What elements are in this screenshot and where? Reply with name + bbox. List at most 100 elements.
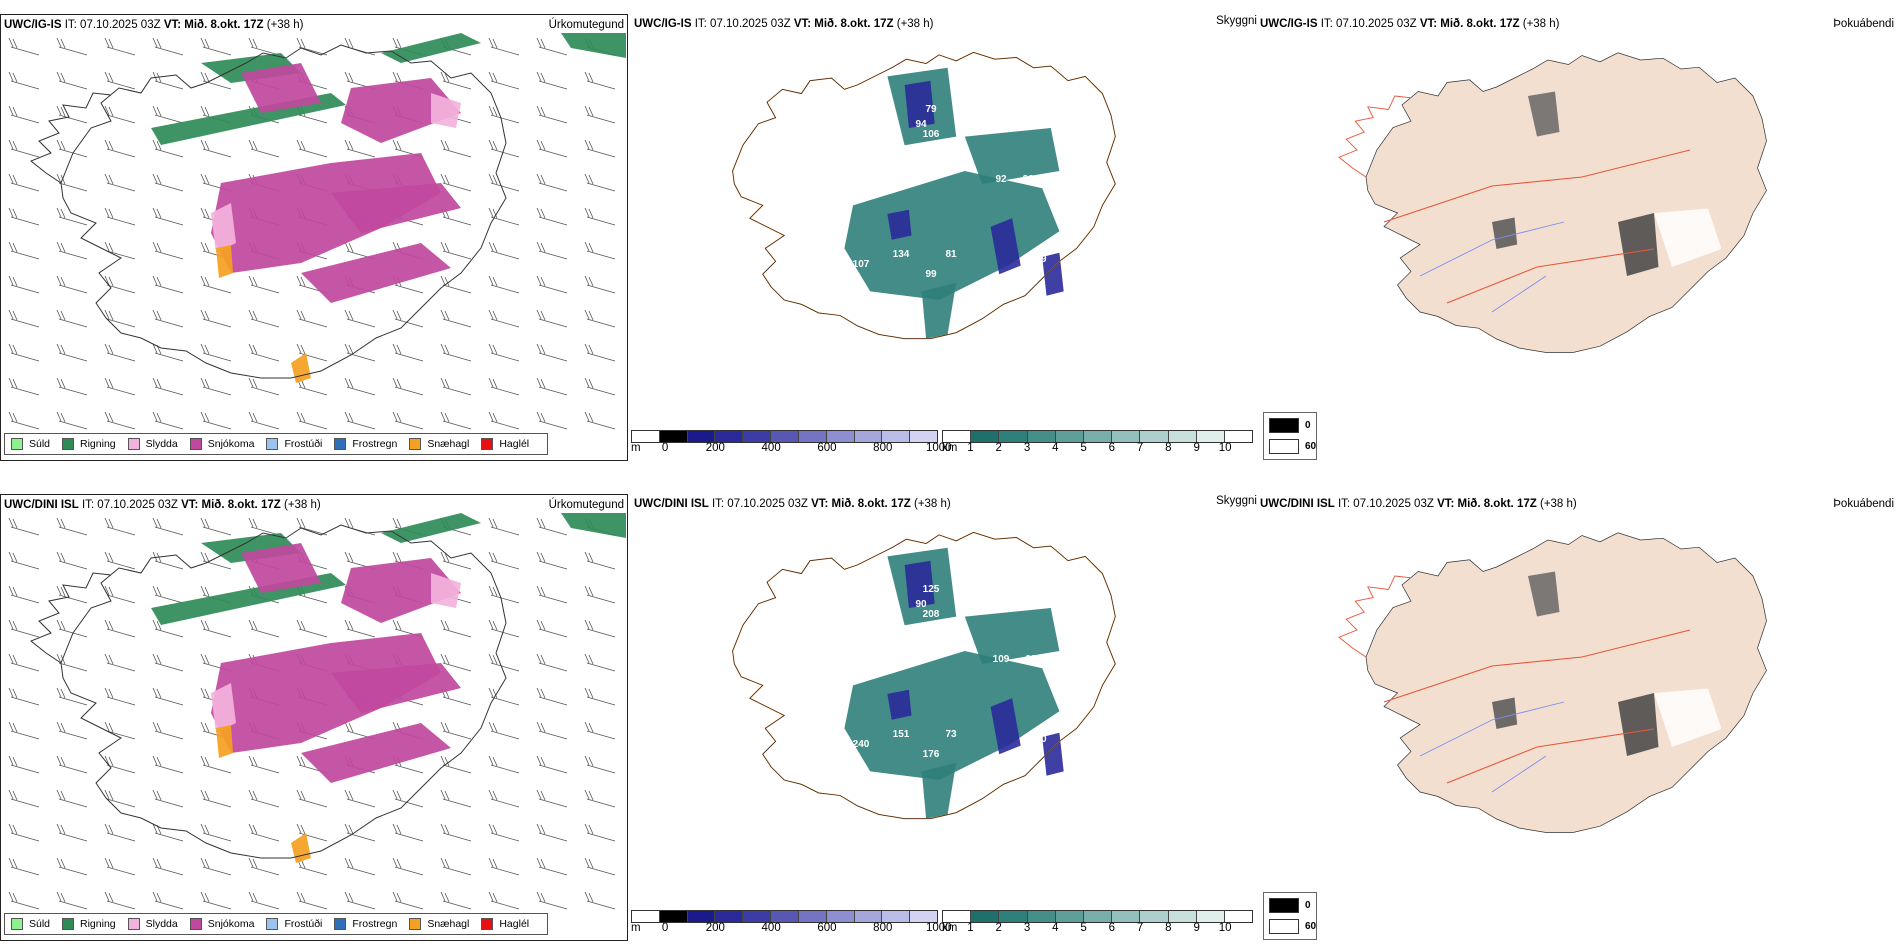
colorbar-tick: 200	[705, 922, 725, 934]
it-label: IT:	[1320, 18, 1333, 30]
wind-barb	[152, 207, 184, 226]
low-visibility-area	[964, 608, 1060, 664]
wind-barb	[104, 173, 136, 192]
wind-barb	[56, 517, 88, 536]
vt-label: VT:	[811, 498, 829, 510]
iceland-outline	[732, 51, 1116, 340]
wind-barb	[488, 653, 520, 672]
colorbar-tick: 600	[817, 922, 837, 934]
low-ceiling-area	[990, 218, 1021, 275]
wind-barb	[584, 755, 616, 774]
vt-value: Mið. 8.okt. 17Z	[831, 498, 911, 510]
colorbar-bin	[771, 431, 799, 442]
wind-barb	[584, 309, 616, 328]
wind-barb	[584, 619, 616, 638]
wind-barb	[488, 551, 520, 570]
wind-barb	[536, 823, 568, 842]
wind-barb	[152, 619, 184, 638]
panel-title: UWC/DINI ISL IT: 07.10.2025 03Z VT: Mið.…	[1260, 498, 1577, 510]
wind-barb	[584, 857, 616, 876]
river-network	[1419, 701, 1565, 793]
wind-barb	[248, 891, 280, 910]
legend-label: Slydda	[145, 918, 178, 930]
precip-area-snow	[331, 663, 461, 713]
ceiling-value-label: 240	[853, 739, 870, 750]
wind-barb	[392, 411, 424, 430]
legend-swatch	[189, 918, 202, 930]
wind-barb	[8, 105, 40, 124]
visibility-layers	[732, 51, 1116, 340]
wind-barb	[56, 789, 88, 808]
wind-barb	[296, 891, 328, 910]
colorbar-bin	[771, 911, 799, 922]
low-ceiling-area	[1042, 252, 1064, 296]
panel-name: Skyggni	[1216, 15, 1257, 27]
ceiling-colorbar: m 0 200 400 600 800 1000	[631, 430, 952, 456]
visibility-layers	[732, 531, 1116, 820]
wind-barb	[56, 343, 88, 362]
it-value: 07.10.2025 03Z	[97, 499, 178, 511]
wind-barb	[536, 37, 568, 56]
wind-barb	[584, 411, 616, 430]
fog-panel: UWC/IG-IS IT: 07.10.2025 03Z VT: Mið. 8.…	[1257, 14, 1900, 461]
wind-barb	[56, 857, 88, 876]
visibility-colorbar: km 1 2 3 4 5 6 7 8 9 10	[942, 910, 1253, 936]
ceiling-value-label: 208	[923, 609, 940, 620]
wind-barb	[488, 891, 520, 910]
fog-index-area	[1654, 208, 1722, 267]
wind-barb	[536, 309, 568, 328]
wind-barb	[488, 517, 520, 536]
ceiling-value-label: 254	[1143, 174, 1160, 185]
colorbar-tick: 3	[1023, 442, 1031, 454]
wind-barb	[8, 309, 40, 328]
colorbar-tick: 5	[1080, 922, 1087, 934]
wind-barb	[104, 71, 136, 90]
legend-swatch	[481, 438, 494, 450]
colorbar-tick: 2	[995, 922, 1002, 934]
wind-barb	[440, 241, 472, 260]
it-value: 07.10.2025 03Z	[710, 18, 791, 30]
wind-barb	[8, 823, 40, 842]
legend-label: Frostúði	[284, 918, 323, 930]
colorbar-tick: 4	[1052, 442, 1059, 454]
wind-barb	[440, 857, 472, 876]
colorbar-tick: 1000	[926, 922, 952, 934]
wind-barb	[536, 71, 568, 90]
wind-barb	[440, 789, 472, 808]
low-visibility-area	[921, 762, 957, 819]
colorbar-bin	[1168, 431, 1197, 442]
wind-barb	[488, 207, 520, 226]
panel-name: Þokuábendi	[1833, 498, 1894, 510]
wind-barb	[536, 517, 568, 536]
wind-barb	[200, 411, 232, 430]
wind-barb	[344, 823, 376, 842]
legend-item: Snæhagl	[409, 918, 469, 930]
ceiling-value-label: 69	[1035, 254, 1047, 265]
wind-barb	[248, 619, 280, 638]
wind-barb	[200, 309, 232, 328]
wind-barb	[8, 619, 40, 638]
legend-item: Snjókoma	[189, 438, 254, 450]
wind-barb	[152, 139, 184, 158]
wind-barb	[392, 377, 424, 396]
wind-barb	[200, 619, 232, 638]
wind-barb	[104, 241, 136, 260]
road-west	[1338, 575, 1412, 658]
precip-area-snow	[241, 63, 321, 113]
low-ceiling-area	[990, 698, 1021, 755]
precip-area-rain	[561, 33, 626, 58]
colorbar-tick: 200	[705, 442, 725, 454]
wind-barb	[344, 377, 376, 396]
legend-item: Frostregn	[334, 438, 397, 450]
wind-barb	[440, 891, 472, 910]
wind-barb	[104, 755, 136, 774]
wind-barb	[392, 857, 424, 876]
wind-barb	[440, 139, 472, 158]
wind-barb	[8, 411, 40, 430]
precip-area-sleet	[431, 573, 461, 608]
legend-item: Súld	[11, 918, 50, 930]
wind-barb	[536, 139, 568, 158]
precip-area-graupel	[291, 353, 311, 383]
wind-barb	[536, 551, 568, 570]
wind-barb	[152, 411, 184, 430]
